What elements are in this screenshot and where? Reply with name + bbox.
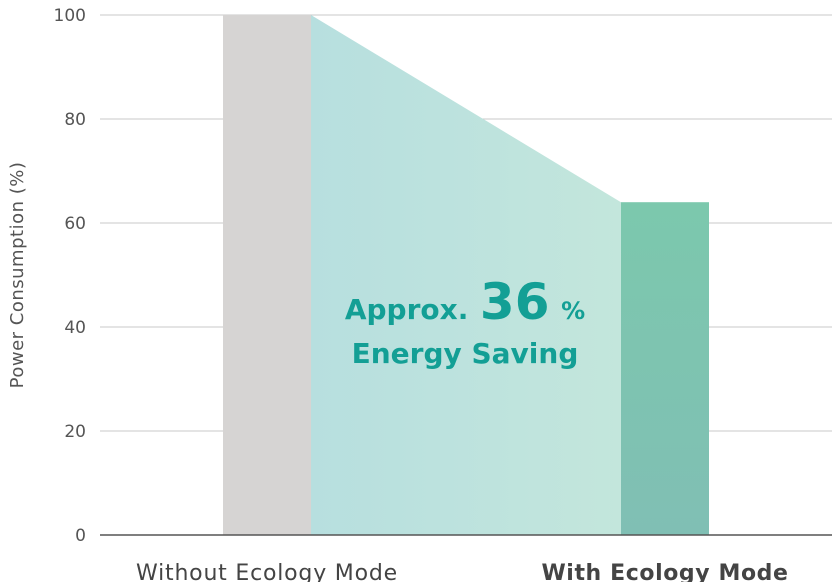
x-category-label-0: Without Ecology Mode <box>136 561 398 582</box>
energy-saving-annotation: Approx. 36 % Energy Saving <box>345 273 585 370</box>
y-tick-label-20: 20 <box>64 422 86 442</box>
bar-with-ecology-mode <box>621 202 709 535</box>
annotation-line2: Energy Saving <box>352 337 579 370</box>
saving-band <box>311 15 621 535</box>
annotation-unit: % <box>561 297 585 325</box>
y-tick-labels: 0 20 40 60 80 100 <box>54 6 86 546</box>
annotation-value: 36 <box>480 273 550 331</box>
x-category-labels: Without Ecology Mode With Ecology Mode <box>136 561 788 582</box>
y-tick-label-100: 100 <box>54 6 86 26</box>
annotation-prefix: Approx. <box>345 293 469 326</box>
y-tick-label-0: 0 <box>75 526 86 546</box>
y-tick-label-40: 40 <box>64 318 86 338</box>
y-tick-label-80: 80 <box>64 110 86 130</box>
saving-band-shape <box>311 15 621 535</box>
y-tick-label-60: 60 <box>64 214 86 234</box>
x-category-label-1: With Ecology Mode <box>541 561 788 582</box>
bars <box>223 15 709 535</box>
bar-without-ecology-mode <box>223 15 311 535</box>
y-axis-title: Power Consumption (%) <box>7 162 28 389</box>
svg-text:Approx. 36 %: Approx. 36 % <box>345 273 585 331</box>
